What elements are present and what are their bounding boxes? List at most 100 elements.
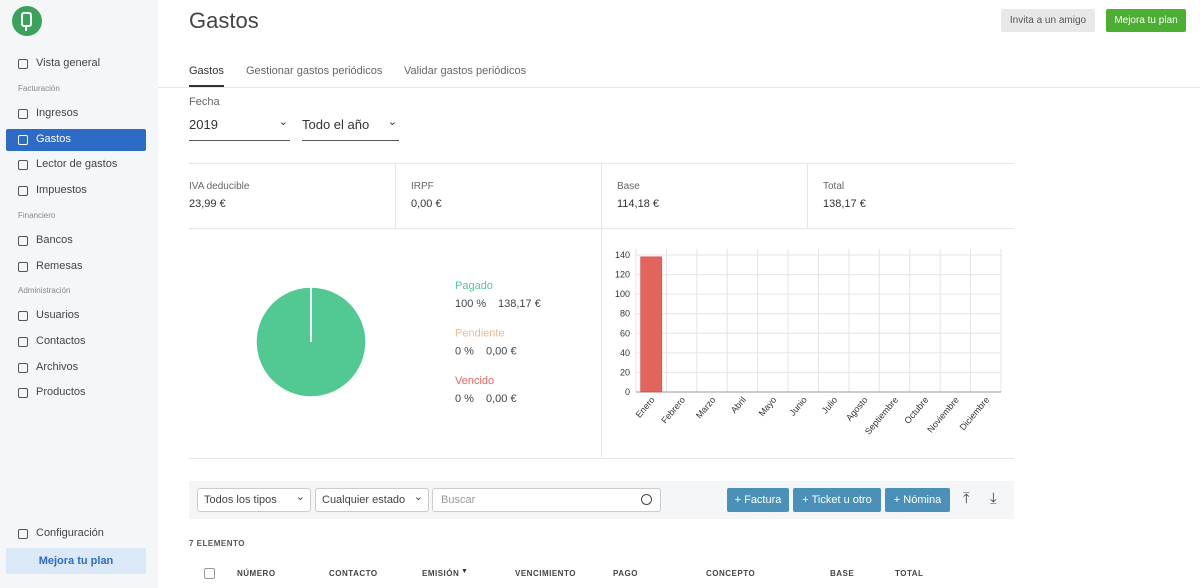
x-tick-label: Julio [820,395,840,416]
upload-button[interactable]: ⤒ [963,490,970,507]
nav-section: Facturación [18,84,60,93]
filter-select[interactable]: Todos los tipos ⌄ [197,488,311,512]
nav-item[interactable]: Bancos [6,230,146,252]
column-header[interactable]: PAGO [613,569,638,578]
nav-icon [18,160,28,171]
summary-value: 114,18 € [617,198,660,210]
nav-icon [18,235,28,246]
invite-button[interactable]: Invita a un amigo [1001,9,1095,32]
nav-item[interactable]: Contactos [6,331,146,353]
summary-value: 23,99 € [189,198,226,210]
legend-label: Pendiente [455,328,505,340]
y-tick-label: 80 [620,309,630,319]
legend-label: Vencido [455,375,494,387]
summary-label: Total [823,181,845,192]
y-tick-label: 40 [620,348,630,358]
nav-item[interactable]: Gastos [6,128,146,151]
search-icon [641,494,652,505]
sort-caret: ▼ [461,568,468,575]
legend-amount: 0,00 € [486,346,517,358]
add-button-label: Factura [744,494,782,506]
legend-amount: 138,17 € [498,298,541,310]
add-button[interactable]: + Ticket u otro [793,488,881,512]
nav-item[interactable]: Impuestos [6,180,146,202]
summary-separator [807,164,808,228]
x-tick-label: Junio [787,395,808,418]
nav-item[interactable]: Ingresos [6,103,146,125]
y-tick-label: 120 [615,270,630,280]
x-tick-label: Abril [729,395,748,415]
nav-label: Bancos [36,233,73,246]
nav-icon [18,311,28,322]
summary-label: IRPF [411,181,434,192]
nav-label: Gastos [36,132,71,145]
y-tick-label: 60 [620,328,630,338]
nav-label: Contactos [36,334,86,347]
nav-icon [18,134,28,145]
x-tick-label: Octubre [902,395,930,426]
year-value: 2019 [189,117,218,132]
legend-amount: 0,00 € [486,393,517,405]
nav-item[interactable]: Archivos [6,357,146,379]
x-tick-label: Agosto [844,395,870,423]
item-count: 7 ELEMENTO [189,539,245,548]
add-button[interactable]: + Factura [727,488,789,512]
nav-item[interactable]: Lector de gastos [6,154,146,176]
nav-section: Administración [18,286,71,296]
nav-item[interactable]: Configuración [6,523,146,545]
add-button-label: Nómina [903,494,942,506]
nav-icon [18,186,28,197]
select-all-checkbox[interactable] [204,568,215,579]
filter-caret: ⌄ [295,491,305,503]
summary-value: 0,00 € [411,198,442,210]
nav-label: Ingresos [36,107,79,119]
nav-item[interactable]: Remesas [6,256,146,278]
download-button[interactable]: ⤓ [990,490,997,507]
filter-caret: ⌄ [413,491,423,503]
tab[interactable]: Validar gastos periódicos [404,65,527,77]
date-label: Fecha [189,96,220,108]
nav-icon [18,336,28,347]
logo [12,6,42,36]
legend-percent: 0 % [455,346,474,358]
column-header[interactable]: CONTACTO [329,569,378,578]
nav-icon [18,388,28,399]
column-header[interactable]: NÚMERO [237,569,276,578]
tab[interactable]: Gastos [189,65,224,87]
nav-icon [18,59,28,69]
column-header[interactable]: CONCEPTO [706,569,756,578]
legend-percent: 0 % [455,393,474,405]
column-header[interactable]: VENCIMIENTO [515,569,576,578]
sidebar: Vista general Facturación Ingresos Gastos Le… [0,0,158,588]
upgrade-plan-button[interactable]: Mejora tu plan [6,548,146,574]
y-tick-label: 100 [615,289,630,299]
column-header[interactable]: EMISIÓN [422,569,460,578]
y-tick-label: 0 [625,387,630,397]
page-title: Gastos [189,8,259,33]
nav-label: Lector de gastos [36,158,118,171]
x-tick-label: Febrero [659,395,687,426]
nav-item[interactable]: Productos [6,382,146,404]
upgrade-button[interactable]: Mejora tu plan [1106,9,1186,32]
column-header[interactable]: BASE [830,569,855,578]
chart-divider [601,228,602,457]
year-select[interactable]: 2019 ⌄ [189,116,290,141]
nav-item[interactable]: Vista general [6,53,146,75]
nav-icon [18,109,28,119]
period-value: Todo el año [302,117,370,132]
nav-item[interactable]: Usuarios [6,305,146,327]
column-header[interactable]: TOTAL [895,569,924,578]
add-button[interactable]: + Nómina [885,488,950,512]
filter-select[interactable]: Cualquier estado ⌄ [315,488,429,512]
nav-section: Financiero [18,210,56,220]
legend-label: Pagado [455,280,493,292]
period-select[interactable]: Todo el año ⌄ [302,116,399,141]
nav-label: Productos [36,386,86,399]
tabs-divider [158,87,1200,88]
nav-icon [18,529,28,539]
search-input[interactable]: Buscar [432,488,661,512]
x-tick-label: Noviembre [925,395,961,435]
tab[interactable]: Gestionar gastos periódicos [246,65,383,77]
x-tick-label: Marzo [694,395,718,421]
